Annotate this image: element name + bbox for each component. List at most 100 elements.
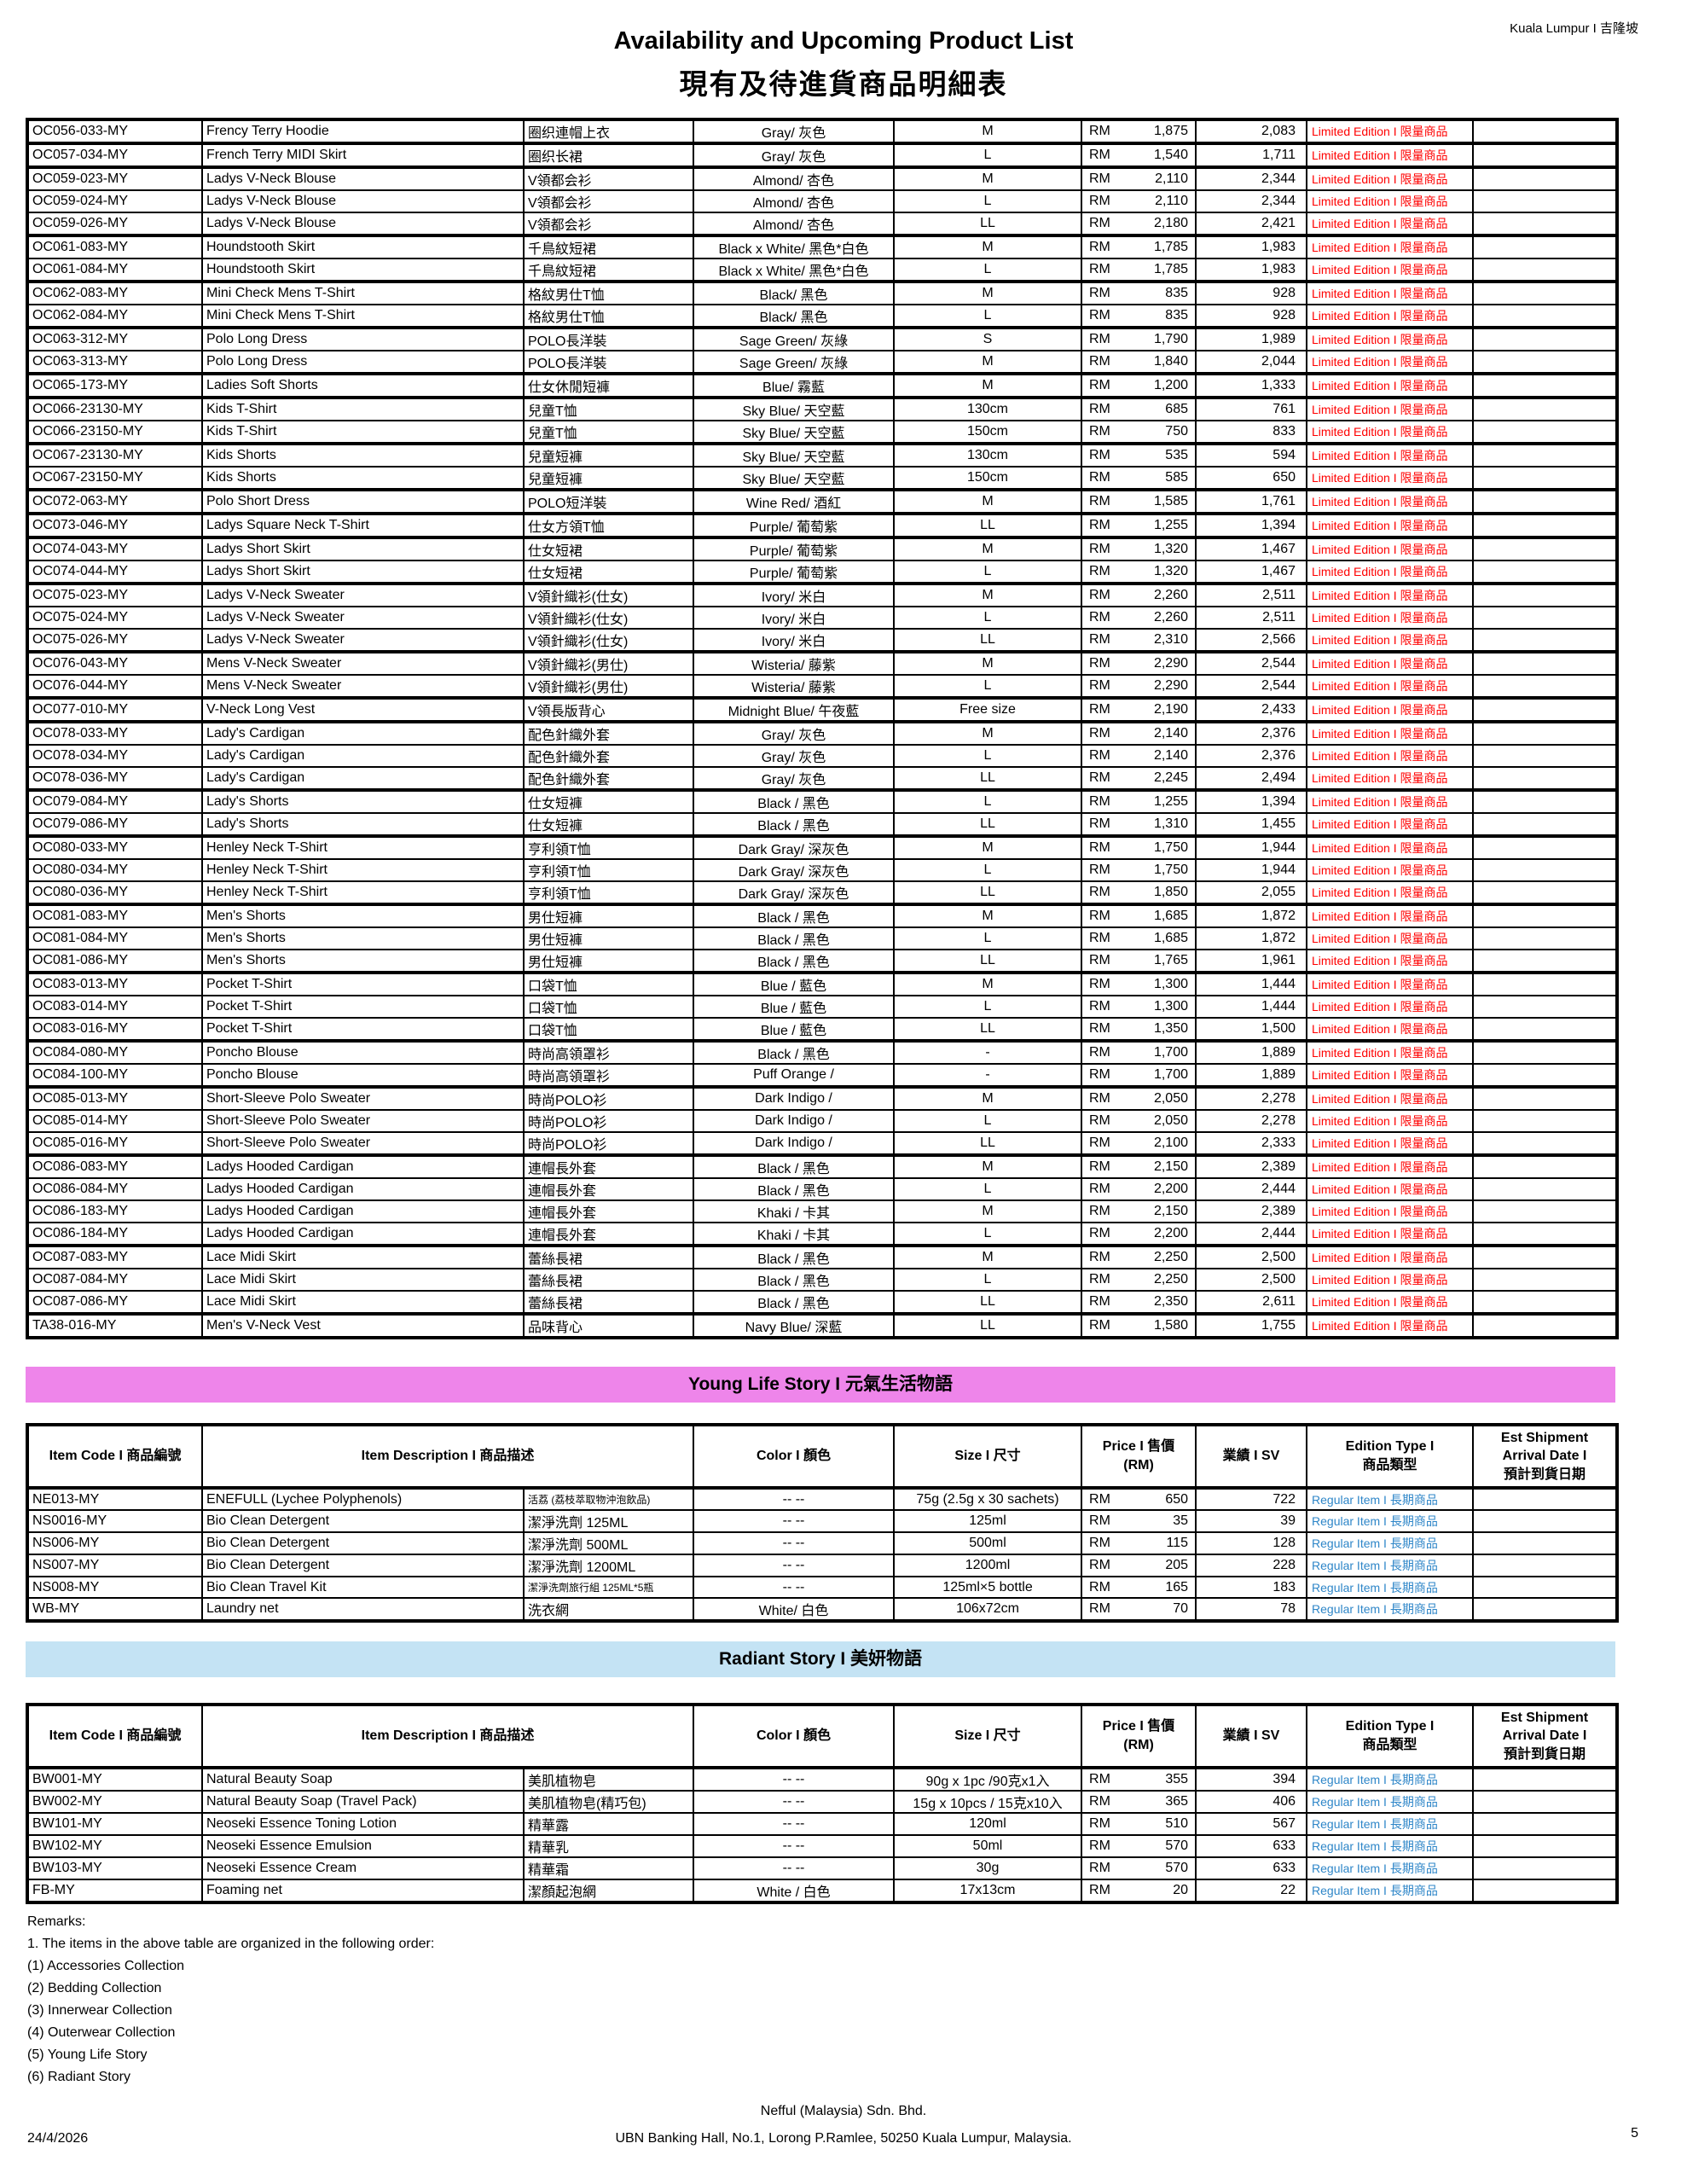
color-cell: Black / 黑色 xyxy=(693,1153,895,1179)
currency-label: RM xyxy=(1089,262,1110,276)
currency-label: RM xyxy=(1089,286,1110,300)
sv-cell: 928 xyxy=(1195,304,1307,328)
currency-label: RM xyxy=(1089,1113,1110,1128)
currency-label: RM xyxy=(1089,770,1110,785)
currency-label: RM xyxy=(1089,794,1110,809)
edition-type-cell: Regular Item I 長期商品 xyxy=(1306,1856,1475,1880)
item-description-en-cell: Lady's Cardigan xyxy=(201,744,525,768)
table-row: OC078-034-MY Lady's Cardigan 配色針織外套 Gray… xyxy=(26,744,1618,768)
currency-label: RM xyxy=(1089,678,1110,693)
item-code-cell: NE013-MY xyxy=(26,1487,203,1511)
color-cell: Black x White/ 黑色*白色 xyxy=(693,234,895,259)
item-description-en-cell: Neoseki Essence Toning Lotion xyxy=(201,1812,525,1836)
item-description-zh-cell: POLO短洋裝 xyxy=(523,488,694,514)
currency-label: RM xyxy=(1089,332,1110,346)
item-code-cell: OC063-313-MY xyxy=(26,350,203,375)
item-code-cell: OC065-173-MY xyxy=(26,372,203,398)
item-code-cell: OC059-023-MY xyxy=(26,166,203,191)
item-description-en-cell: Bio Clean Detergent xyxy=(201,1554,525,1577)
currency-label: RM xyxy=(1089,726,1110,741)
column-header-item-description: Item Description I 商品描述 xyxy=(200,1704,695,1769)
item-code-cell: BW101-MY xyxy=(26,1812,203,1836)
item-description-en-cell: Lace Midi Skirt xyxy=(201,1268,525,1292)
remarks-intro: 1. The items in the above table are orga… xyxy=(27,1937,435,1951)
item-code-cell: OC086-083-MY xyxy=(26,1153,203,1179)
price-cell: RM 1,685 xyxy=(1081,926,1197,950)
item-description-en-cell: Lady's Cardigan xyxy=(201,720,525,746)
price-value: 1,785 xyxy=(1153,240,1188,254)
color-cell: -- -- xyxy=(693,1856,896,1880)
item-code-cell: OC086-084-MY xyxy=(26,1177,203,1201)
price-value: 2,250 xyxy=(1153,1250,1188,1264)
size-cell: M xyxy=(893,1153,1082,1179)
color-cell: Almond/ 杏色 xyxy=(693,212,895,236)
item-description-zh-cell: 格紋男仕T恤 xyxy=(523,304,694,328)
table-row: OC061-083-MY Houndstooth Skirt 千鳥紋短裙 Bla… xyxy=(26,234,1618,259)
color-cell: Gray/ 灰色 xyxy=(693,142,895,168)
price-cell: RM 2,150 xyxy=(1081,1153,1197,1179)
sv-cell: 1,394 xyxy=(1195,788,1307,814)
table-row: OC080-033-MY Henley Neck T-Shirt 亨利領T恤 D… xyxy=(26,834,1618,860)
currency-label: RM xyxy=(1089,1272,1110,1287)
size-cell: LL xyxy=(893,1312,1082,1339)
size-cell: L xyxy=(893,1177,1082,1201)
currency-label: RM xyxy=(1089,1091,1110,1106)
item-description-en-cell: Ladys V-Neck Sweater xyxy=(201,606,525,630)
price-cell: RM 2,290 xyxy=(1081,650,1197,676)
page-title: Availability and Upcoming Product List xyxy=(613,27,1074,55)
price-value: 1,320 xyxy=(1153,542,1188,556)
item-description-en-cell: Men's Shorts xyxy=(201,903,525,928)
price-value: 1,875 xyxy=(1153,124,1188,138)
color-cell: Purple/ 葡萄紫 xyxy=(693,560,895,584)
column-header-edition-type: Edition Type I 商品類型 xyxy=(1306,1704,1475,1769)
size-cell: L xyxy=(893,304,1082,328)
est-arrival-cell xyxy=(1472,949,1618,973)
edition-type-cell: Limited Edition I 限量商品 xyxy=(1306,1222,1474,1246)
item-description-en-cell: Mens V-Neck Sweater xyxy=(201,650,525,676)
item-description-en-cell: Bio Clean Detergent xyxy=(201,1531,525,1555)
page-subtitle-zh: 現有及待進貨商品明細表 xyxy=(679,68,1008,100)
item-code-cell: OC080-033-MY xyxy=(26,834,203,860)
price-cell: RM 2,050 xyxy=(1081,1109,1197,1133)
item-code-cell: OC074-043-MY xyxy=(26,536,203,561)
price-cell: RM 1,300 xyxy=(1081,971,1197,996)
est-arrival-cell xyxy=(1472,720,1618,746)
sv-cell: 183 xyxy=(1195,1576,1308,1599)
sv-cell: 1,333 xyxy=(1195,372,1307,398)
est-arrival-cell xyxy=(1472,1576,1619,1599)
price-value: 2,190 xyxy=(1153,702,1188,717)
item-code-cell: OC078-036-MY xyxy=(26,766,203,791)
location-label: Kuala Lumpur I 吉隆坡 xyxy=(1510,21,1638,36)
price-value: 1,700 xyxy=(1153,1067,1188,1082)
table-row: OC086-183-MY Ladys Hooded Cardigan 連帽長外套… xyxy=(26,1199,1618,1223)
edition-type-cell: Limited Edition I 限量商品 xyxy=(1306,674,1474,699)
edition-type-cell: Limited Edition I 限量商品 xyxy=(1306,1063,1474,1088)
table-row: OC075-023-MY Ladys V-Neck Sweater V領針織衫(… xyxy=(26,582,1618,607)
item-description-zh-cell: 亨利領T恤 xyxy=(523,858,694,882)
est-arrival-cell xyxy=(1472,488,1618,514)
column-header-item-code: Item Code I 商品編號 xyxy=(26,1704,203,1769)
color-cell: Sage Green/ 灰綠 xyxy=(693,350,895,375)
est-arrival-cell xyxy=(1472,1131,1618,1156)
sv-cell: 128 xyxy=(1195,1531,1308,1555)
size-cell: L xyxy=(893,1222,1082,1246)
item-description-zh-cell: 連帽長外套 xyxy=(523,1222,694,1246)
item-description-zh-cell: V領都会衫 xyxy=(523,212,694,236)
item-code-cell: OC080-036-MY xyxy=(26,880,203,905)
size-cell: LL xyxy=(893,766,1082,791)
size-cell: 125ml×5 bottle xyxy=(893,1576,1083,1599)
est-arrival-cell xyxy=(1472,1879,1619,1903)
edition-type-cell: Limited Edition I 限量商品 xyxy=(1306,812,1474,837)
est-arrival-cell xyxy=(1472,350,1618,375)
item-description-zh-cell: V領針織衫(男仕) xyxy=(523,650,694,676)
table-row: OC081-086-MY Men's Shorts 男仕短褲 Black / 黑… xyxy=(26,949,1618,973)
currency-label: RM xyxy=(1089,1136,1110,1150)
item-description-zh-cell: 連帽長外套 xyxy=(523,1177,694,1201)
size-cell: Free size xyxy=(893,696,1082,723)
item-description-en-cell: Ladys Short Skirt xyxy=(201,536,525,561)
est-arrival-cell xyxy=(1472,674,1618,699)
item-code-cell: BW001-MY xyxy=(26,1767,203,1792)
color-cell: Blue/ 霧藍 xyxy=(693,372,895,398)
edition-type-cell: Limited Edition I 限量商品 xyxy=(1306,350,1474,375)
item-code-cell: BW002-MY xyxy=(26,1790,203,1814)
